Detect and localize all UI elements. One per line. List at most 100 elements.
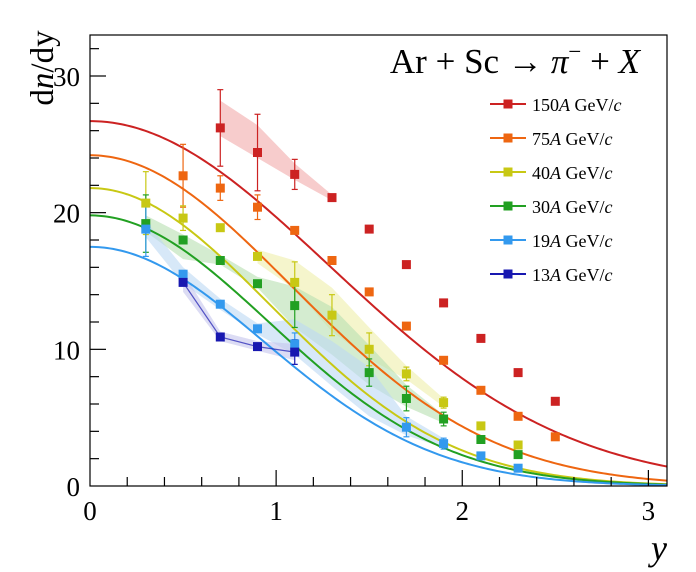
data-point [401,321,411,331]
legend-marker [503,235,513,245]
x-tick-label: 1 [269,496,283,526]
data-point [253,342,262,352]
ylabel-rest: /dy [25,30,61,73]
title-charge: − [568,39,581,64]
data-point [401,394,411,403]
data-point [439,355,449,365]
data-point [215,256,225,265]
data-point [290,277,300,287]
systematic-band-series-0 [220,100,332,201]
legend-label-part: A [558,95,571,115]
data-point [364,344,374,354]
legend-label-part: GeV/ [561,163,605,183]
systematic-band-series-5 [183,272,295,361]
legend-label-part: c [614,95,622,115]
data-point [253,148,262,157]
data-point [178,277,188,287]
data-point [550,432,560,442]
x-tick-label: 0 [83,496,97,526]
data-point [364,368,374,378]
data-point [513,440,523,450]
data-point [476,333,486,343]
legend-label-part: 30 [532,197,550,217]
data-point [141,198,151,208]
legend-marker [503,133,513,143]
legend-label-part: GeV/ [561,265,605,285]
data-point [141,224,151,234]
fit-curve-series-3 [89,214,667,486]
legend-marker [503,99,513,109]
plot-frame [89,34,668,487]
data-point [215,123,225,133]
legend-label-part: 13 [532,265,550,285]
data-point [364,287,374,297]
data-point [439,398,449,408]
ylabel-d: d [25,89,61,106]
data-point [513,450,523,460]
legend-label-part: 75 [532,129,550,149]
y-tick-label: 10 [53,335,80,365]
legend-label-part: c [605,163,613,183]
y-tick-label: 20 [53,199,80,229]
legend-label-part: A [549,231,562,251]
legend-label: 40A GeV/c [532,163,613,183]
x-axis-label: y [648,528,667,568]
fit-curve-series-2 [89,187,667,486]
data-point [178,213,188,223]
x-tick-label: 2 [456,496,470,526]
legend-label-part: A [549,129,562,149]
axis-ticks [90,48,649,486]
legend-label-part: A [549,197,562,217]
data-point [439,414,449,424]
chart-title: Ar + Sc → π− + X [390,39,642,81]
title-reaction: Ar + Sc [390,42,508,81]
data-point [290,225,300,235]
data-point [401,260,411,270]
legend-label-part: c [605,265,613,285]
data-point [513,411,523,421]
data-point [439,439,449,449]
x-tick-label: 3 [642,496,656,526]
data-point [476,385,486,395]
title-plus: + [581,42,618,81]
data-point [550,396,560,406]
legend-label: 19A GeV/c [532,231,613,251]
data-point [513,368,523,378]
legend-label-part: 19 [532,231,550,251]
legend-label: 13A GeV/c [532,265,613,285]
legend-label-part: GeV/ [561,231,605,251]
legend-label: 150A GeV/c [532,95,622,115]
legend-label-part: c [605,231,613,251]
legend-label: 30A GeV/c [532,197,613,217]
data-point [290,169,300,179]
data-point [401,369,411,379]
legend-marker [503,167,513,177]
data-point [253,202,262,212]
data-point [141,219,151,229]
legend-marker [503,201,513,211]
data-point [364,224,374,234]
data-point [253,324,262,334]
data-point [178,171,188,181]
data-point [513,463,523,473]
data-point [290,301,300,311]
fit-curve-series-0 [89,120,668,468]
legend-label-part: 150 [532,95,559,115]
legend-label-part: GeV/ [570,95,614,115]
title-arrow: → [508,42,543,81]
y-axis-label: dn/dy [25,30,61,106]
y-tick-label: 0 [67,472,81,502]
legend-label-part: GeV/ [561,129,605,149]
data-point [178,235,188,245]
data-point [327,193,337,203]
data-point [215,183,225,193]
connect-line-series-5 [182,282,295,353]
data-point [215,299,225,309]
legend-label-part: GeV/ [561,197,605,217]
legend-marker [503,269,513,279]
data-point [290,347,300,357]
data-point [253,279,262,289]
